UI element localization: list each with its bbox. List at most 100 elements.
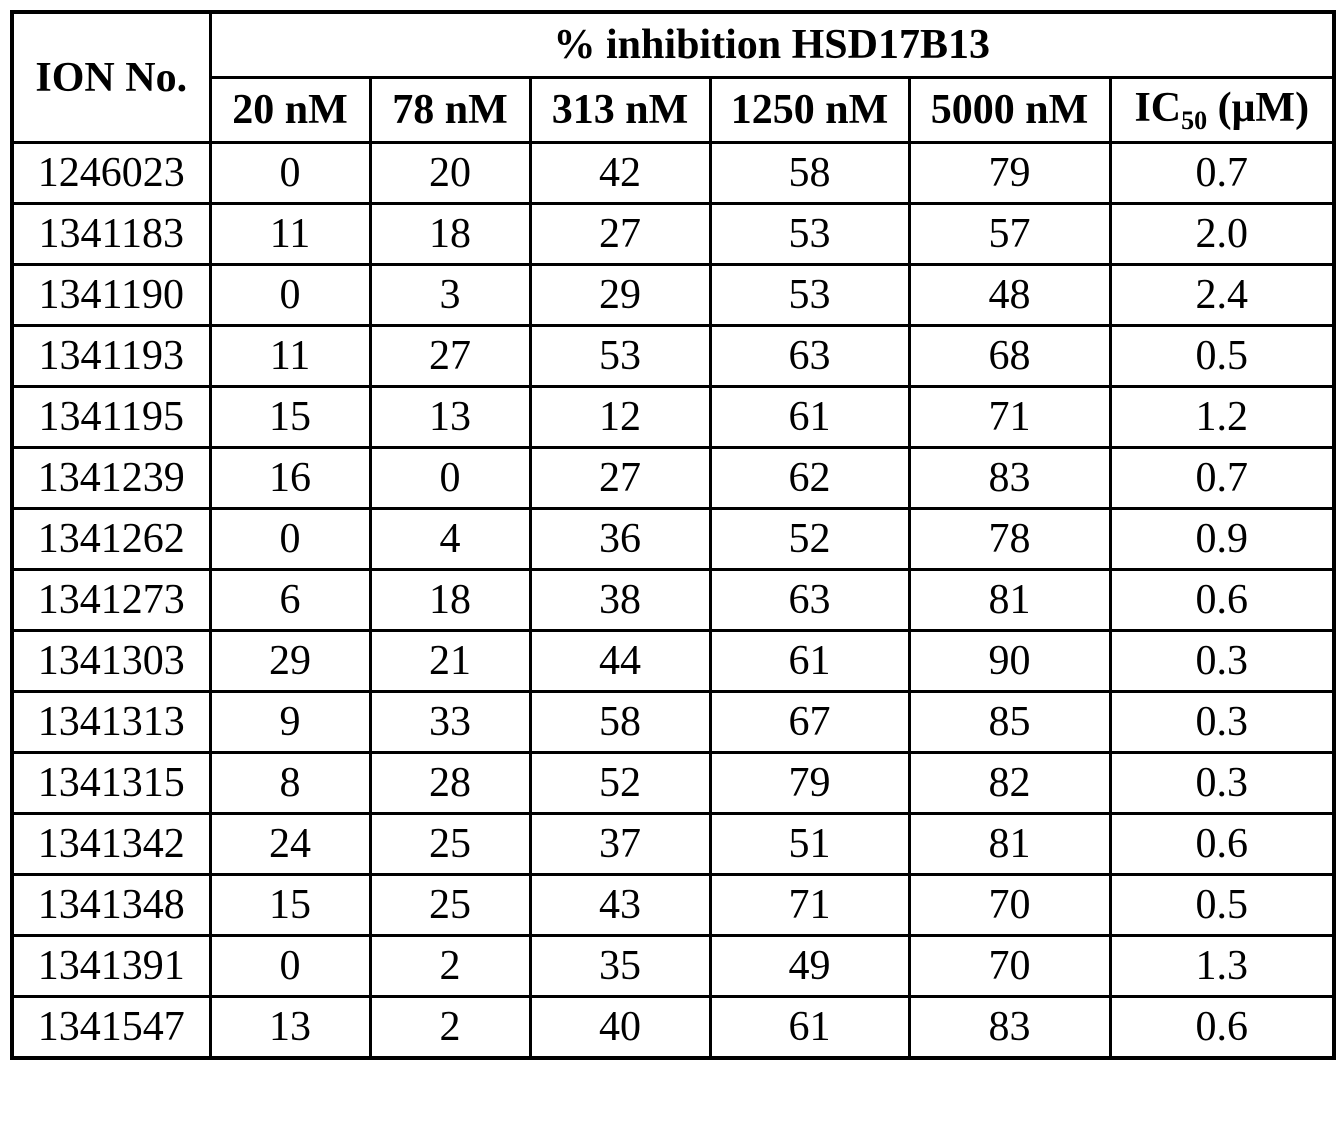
- inhibition-value-cell: 27: [528, 202, 712, 266]
- inhibition-value-cell: 53: [708, 263, 911, 327]
- inhibition-value-cell: 79: [907, 141, 1112, 205]
- inhibition-value-cell: 0: [368, 446, 532, 510]
- conc-header-1250nm: 1250 nM: [708, 76, 911, 144]
- ic50-header-prefix: IC: [1134, 85, 1182, 131]
- inhibition-value-cell: 83: [907, 995, 1112, 1059]
- table-row: 1341303 29 21 44 61 90 0.3: [10, 629, 1336, 693]
- table-row: 1341547 13 2 40 61 83 0.6: [10, 995, 1336, 1059]
- inhibition-value-cell: 61: [708, 629, 911, 693]
- inhibition-value-cell: 62: [708, 446, 911, 510]
- inhibition-value-cell: 52: [708, 507, 911, 571]
- inhibition-value-cell: 12: [528, 385, 712, 449]
- inhibition-value-cell: 18: [368, 568, 532, 632]
- inhibition-value-cell: 90: [907, 629, 1112, 693]
- inhibition-value-cell: 2: [368, 934, 532, 998]
- ic50-header-subscript: 50: [1181, 106, 1208, 135]
- table-row: 1341239 16 0 27 62 83 0.7: [10, 446, 1336, 510]
- inhibition-value-cell: 27: [528, 446, 712, 510]
- table-header: ION No. % inhibition HSD17B13 20 nM 78 n…: [10, 10, 1336, 144]
- ion-number-cell: 1341348: [10, 873, 212, 937]
- inhibition-value-cell: 29: [208, 629, 372, 693]
- ic50-value-cell: 0.7: [1108, 446, 1336, 510]
- inhibition-value-cell: 85: [907, 690, 1112, 754]
- inhibition-value-cell: 37: [528, 812, 712, 876]
- ion-number-cell: 1341193: [10, 324, 212, 388]
- ic50-value-cell: 0.6: [1108, 568, 1336, 632]
- ion-number-cell: 1341547: [10, 995, 212, 1059]
- inhibition-value-cell: 78: [907, 507, 1112, 571]
- table-row: 1341183 11 18 27 53 57 2.0: [10, 202, 1336, 266]
- ion-number-cell: 1341262: [10, 507, 212, 571]
- table-row: 1341315 8 28 52 79 82 0.3: [10, 751, 1336, 815]
- table-row: 1246023 0 20 42 58 79 0.7: [10, 141, 1336, 205]
- inhibition-value-cell: 48: [907, 263, 1112, 327]
- inhibition-value-cell: 13: [208, 995, 372, 1059]
- inhibition-value-cell: 40: [528, 995, 712, 1059]
- inhibition-value-cell: 8: [208, 751, 372, 815]
- inhibition-value-cell: 49: [708, 934, 911, 998]
- ic50-header-suffix: (μM): [1207, 85, 1310, 131]
- ic50-value-cell: 0.6: [1108, 812, 1336, 876]
- conc-header-20nm: 20 nM: [208, 76, 372, 144]
- inhibition-value-cell: 15: [208, 385, 372, 449]
- inhibition-value-cell: 70: [907, 873, 1112, 937]
- table-row: 1341313 9 33 58 67 85 0.3: [10, 690, 1336, 754]
- table-row: 1341348 15 25 43 71 70 0.5: [10, 873, 1336, 937]
- inhibition-value-cell: 16: [208, 446, 372, 510]
- inhibition-value-cell: 38: [528, 568, 712, 632]
- conc-header-5000nm: 5000 nM: [907, 76, 1112, 144]
- inhibition-value-cell: 58: [708, 141, 911, 205]
- inhibition-value-cell: 29: [528, 263, 712, 327]
- inhibition-value-cell: 53: [528, 324, 712, 388]
- table-row: 1341190 0 3 29 53 48 2.4: [10, 263, 1336, 327]
- conc-header-313nm: 313 nM: [528, 76, 712, 144]
- ion-number-cell: 1341273: [10, 568, 212, 632]
- ic50-value-cell: 0.5: [1108, 873, 1336, 937]
- inhibition-value-cell: 44: [528, 629, 712, 693]
- inhibition-value-cell: 79: [708, 751, 911, 815]
- ic50-value-cell: 2.0: [1108, 202, 1336, 266]
- inhibition-value-cell: 63: [708, 324, 911, 388]
- ion-number-cell: 1341342: [10, 812, 212, 876]
- header-row-concentrations: 20 nM 78 nM 313 nM 1250 nM 5000 nM IC50 …: [12, 76, 1336, 144]
- inhibition-table: ION No. % inhibition HSD17B13 20 nM 78 n…: [10, 10, 1336, 1060]
- inhibition-value-cell: 27: [368, 324, 532, 388]
- ic50-value-cell: 0.3: [1108, 690, 1336, 754]
- inhibition-value-cell: 21: [368, 629, 532, 693]
- inhibition-value-cell: 42: [528, 141, 712, 205]
- ic50-value-cell: 2.4: [1108, 263, 1336, 327]
- ion-number-cell: 1341303: [10, 629, 212, 693]
- inhibition-value-cell: 11: [208, 324, 372, 388]
- inhibition-value-cell: 36: [528, 507, 712, 571]
- inhibition-value-cell: 15: [208, 873, 372, 937]
- ion-number-cell: 1341313: [10, 690, 212, 754]
- ic50-value-cell: 0.9: [1108, 507, 1336, 571]
- ic50-header: IC50 (μM): [1108, 76, 1336, 144]
- table-row: 1341262 0 4 36 52 78 0.9: [10, 507, 1336, 571]
- inhibition-value-cell: 35: [528, 934, 712, 998]
- inhibition-value-cell: 61: [708, 995, 911, 1059]
- inhibition-value-cell: 0: [208, 507, 372, 571]
- inhibition-value-cell: 24: [208, 812, 372, 876]
- inhibition-value-cell: 9: [208, 690, 372, 754]
- ic50-value-cell: 1.2: [1108, 385, 1336, 449]
- conc-header-78nm: 78 nM: [368, 76, 532, 144]
- inhibition-value-cell: 11: [208, 202, 372, 266]
- inhibition-value-cell: 61: [708, 385, 911, 449]
- table-row: 1341273 6 18 38 63 81 0.6: [10, 568, 1336, 632]
- ic50-value-cell: 0.3: [1108, 629, 1336, 693]
- inhibition-value-cell: 43: [528, 873, 712, 937]
- inhibition-value-cell: 33: [368, 690, 532, 754]
- ion-number-cell: 1341239: [10, 446, 212, 510]
- inhibition-value-cell: 25: [368, 812, 532, 876]
- inhibition-value-cell: 0: [208, 263, 372, 327]
- inhibition-value-cell: 83: [907, 446, 1112, 510]
- ic50-value-cell: 0.7: [1108, 141, 1336, 205]
- table-row: 1341342 24 25 37 51 81 0.6: [10, 812, 1336, 876]
- ion-number-cell: 1341391: [10, 934, 212, 998]
- inhibition-value-cell: 25: [368, 873, 532, 937]
- ic50-value-cell: 0.3: [1108, 751, 1336, 815]
- ion-number-cell: 1246023: [10, 141, 212, 205]
- inhibition-value-cell: 58: [528, 690, 712, 754]
